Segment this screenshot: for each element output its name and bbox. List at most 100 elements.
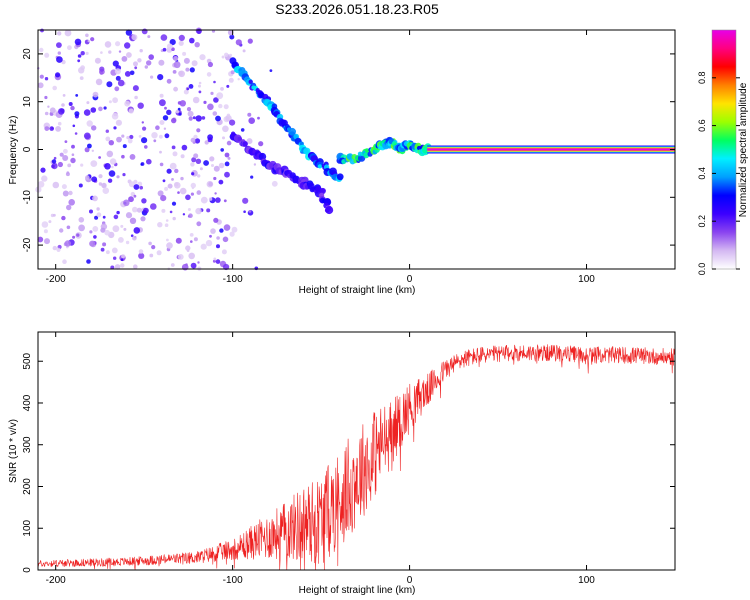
- noise-speckle: [98, 106, 103, 112]
- noise-speckle: [70, 105, 75, 111]
- noise-speckle: [43, 229, 48, 234]
- noise-speckle: [83, 132, 91, 140]
- noise-speckle: [159, 134, 163, 139]
- x-tick-label: -200: [46, 274, 66, 285]
- noise-speckle: [188, 213, 193, 218]
- noise-speckle: [191, 60, 198, 67]
- noise-speckle: [240, 128, 245, 132]
- noise-speckle: [126, 136, 130, 140]
- noise-speckle: [143, 207, 149, 214]
- noise-speckle: [221, 55, 225, 59]
- noise-speckle: [104, 41, 112, 48]
- noise-speckle: [61, 103, 65, 107]
- noise-speckle: [215, 259, 221, 264]
- noise-speckle: [224, 152, 230, 158]
- noise-speckle: [258, 141, 264, 147]
- noise-speckle: [62, 94, 66, 97]
- noise-speckle: [80, 51, 85, 56]
- noise-speckle: [172, 151, 178, 157]
- noise-speckle: [191, 172, 195, 176]
- noise-speckle: [92, 195, 98, 202]
- noise-speckle: [62, 259, 67, 265]
- x-tick-label: 100: [578, 575, 595, 586]
- noise-speckle: [133, 194, 137, 198]
- noise-speckle: [129, 154, 136, 160]
- noise-speckle: [44, 95, 48, 100]
- noise-speckle: [193, 153, 199, 159]
- noise-speckle: [199, 167, 203, 171]
- noise-speckle: [86, 120, 93, 127]
- noise-speckle: [159, 99, 166, 107]
- noise-speckle: [196, 28, 202, 34]
- noise-speckle: [140, 163, 143, 166]
- noise-speckle: [162, 47, 167, 52]
- noise-speckle: [47, 105, 50, 108]
- noise-speckle: [197, 261, 200, 264]
- noise-speckle: [114, 68, 121, 75]
- noise-speckle: [193, 134, 198, 139]
- noise-speckle: [167, 183, 173, 189]
- noise-speckle: [150, 75, 154, 79]
- noise-speckle: [180, 154, 185, 159]
- noise-speckle: [226, 113, 231, 118]
- noise-speckle: [105, 136, 111, 142]
- noise-speckle: [225, 115, 232, 122]
- noise-speckle: [222, 236, 229, 243]
- noise-speckle: [44, 77, 49, 81]
- noise-speckle: [138, 249, 144, 254]
- noise-speckle: [246, 138, 253, 145]
- noise-speckle: [111, 113, 119, 120]
- noise-speckle: [227, 156, 231, 160]
- noise-speckle: [182, 51, 187, 56]
- noise-speckle: [113, 256, 117, 260]
- noise-speckle: [120, 224, 124, 228]
- noise-speckle: [44, 111, 49, 116]
- noise-speckle: [173, 86, 179, 92]
- noise-speckle: [98, 182, 103, 186]
- noise-speckle: [111, 247, 118, 254]
- noise-speckle: [162, 179, 166, 183]
- snr-series-line: [37, 344, 676, 570]
- noise-speckle: [212, 259, 216, 263]
- noise-speckle: [222, 125, 229, 133]
- noise-speckle: [230, 70, 235, 75]
- spectrogram-y-axis: -20 -10 0 10 20: [22, 48, 675, 252]
- amplitude-colorbar: 0.0 0.2 0.4 0.6 0.8 Normalized spectral ampl…: [697, 29, 749, 275]
- noise-speckle: [90, 107, 97, 113]
- noise-speckle: [108, 170, 116, 177]
- noise-speckle: [108, 140, 115, 146]
- noise-speckle: [86, 101, 90, 105]
- noise-speckle: [74, 111, 80, 117]
- noise-speckle: [197, 174, 201, 178]
- convergence-blob: [364, 148, 370, 153]
- noise-speckle: [41, 175, 48, 182]
- noise-speckle: [131, 34, 138, 41]
- noise-speckle: [218, 162, 225, 169]
- noise-speckle: [104, 163, 111, 170]
- noise-speckle: [51, 164, 55, 169]
- noise-speckle: [132, 206, 138, 213]
- noise-speckle: [189, 67, 195, 73]
- upper-branch-blob: [288, 127, 296, 136]
- noise-speckle: [116, 136, 122, 143]
- noise-speckle: [106, 150, 114, 158]
- noise-speckle: [77, 59, 81, 63]
- noise-speckle: [159, 162, 164, 167]
- noise-speckle: [78, 183, 83, 188]
- noise-speckle: [171, 178, 174, 181]
- noise-speckle: [92, 226, 99, 232]
- noise-speckle: [171, 47, 175, 51]
- noise-speckle: [109, 158, 117, 165]
- noise-speckle: [226, 84, 230, 88]
- noise-speckle: [229, 119, 236, 126]
- noise-speckle: [100, 51, 103, 54]
- noise-speckle: [179, 187, 187, 195]
- noise-speckle: [57, 31, 62, 36]
- snr-frame: [37, 331, 676, 571]
- noise-speckle: [193, 237, 198, 242]
- noise-speckle: [93, 235, 97, 239]
- noise-speckle: [210, 228, 216, 234]
- noise-speckle: [125, 240, 130, 245]
- noise-speckle: [247, 38, 253, 44]
